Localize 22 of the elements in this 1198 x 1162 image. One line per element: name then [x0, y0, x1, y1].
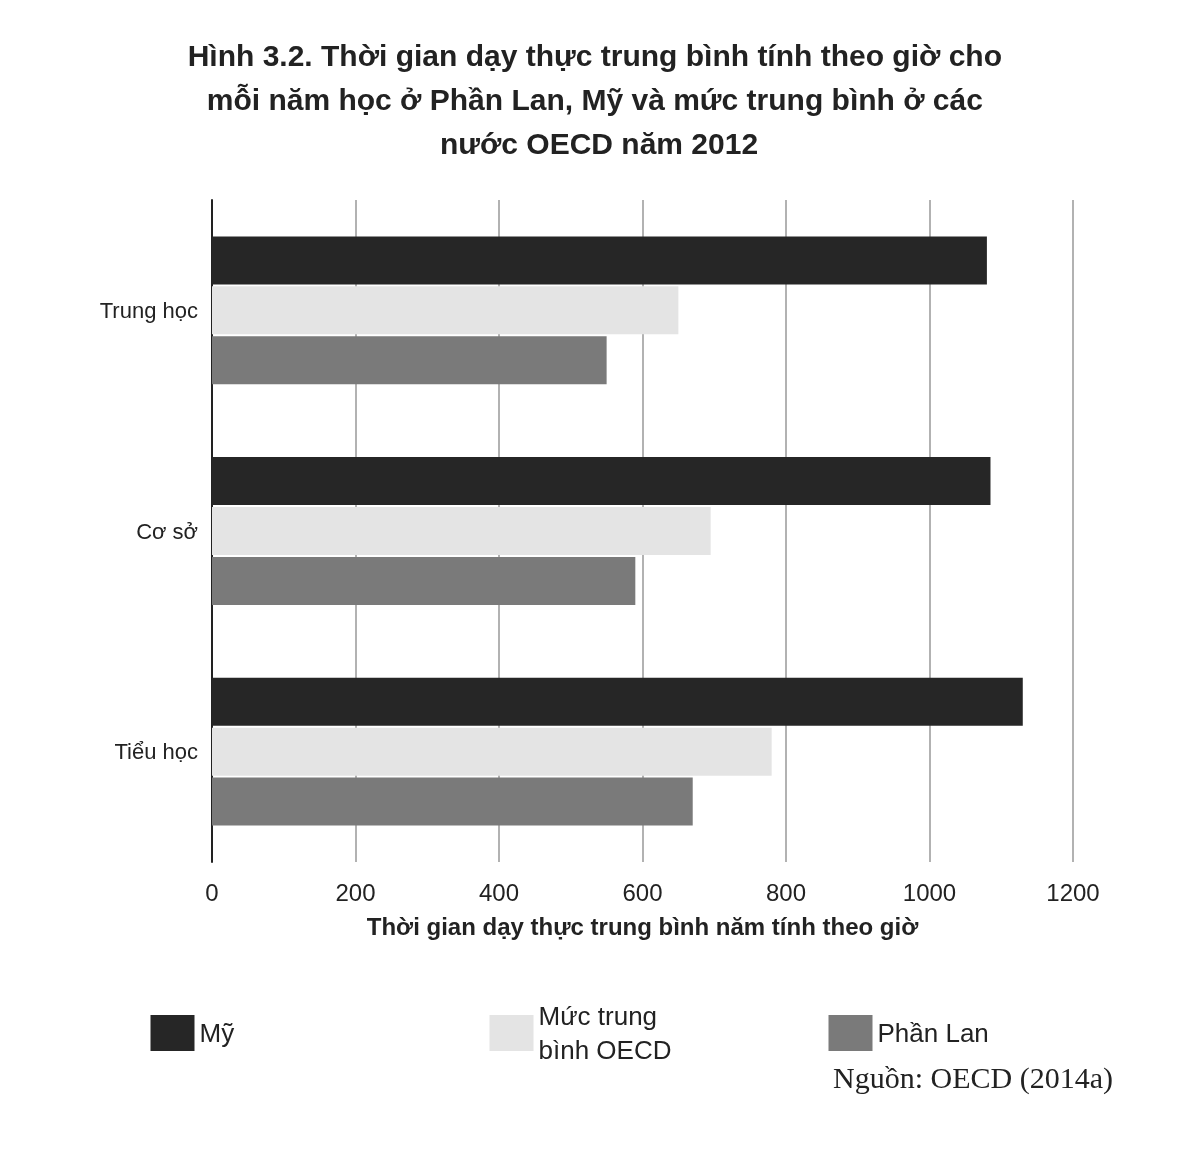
y-tick-label: Tiểu học [114, 739, 198, 765]
x-tick-label: 200 [335, 878, 376, 906]
bar [212, 507, 711, 555]
bar [212, 556, 636, 605]
x-axis-title: Thời gian dạy thực trung bình năm tính theo giờ [366, 912, 920, 940]
x-tick-label: 1200 [1046, 878, 1100, 906]
x-tick-label: 800 [765, 878, 807, 906]
y-tick-label: Cơ sở [136, 518, 198, 544]
bar [212, 777, 693, 826]
x-tick-label: 400 [478, 878, 520, 906]
legend-label: Phần Lan [877, 1018, 989, 1048]
x-tick-label: 1000 [902, 878, 957, 906]
text: Nguồn: OECD (2014a) [833, 1060, 1114, 1095]
legend-label: Mỹ [199, 1018, 235, 1048]
x-tick-label: 600 [622, 878, 663, 906]
bar [212, 286, 679, 335]
legend-label: Mức trung bình OECD [538, 1001, 672, 1065]
x-tick-label: 0 [205, 878, 219, 906]
y-tick-label: Trung học [99, 297, 198, 323]
bar [212, 336, 607, 385]
bar [212, 727, 772, 776]
chart-title: Hình 3.2. Thời gian dạy thực trung bình tính theo giờ cho mỗi năm học ở Phần Lan, Mỹ và mức trung bình ở các nước OECD năm 2012 [187, 38, 1011, 160]
